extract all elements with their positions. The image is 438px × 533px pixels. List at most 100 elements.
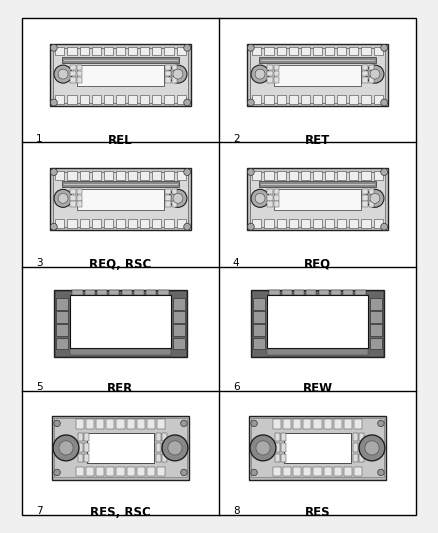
Bar — [152, 219, 162, 228]
Bar — [273, 201, 279, 207]
Bar — [253, 337, 265, 349]
Circle shape — [54, 189, 72, 207]
Bar — [172, 64, 177, 70]
Bar — [282, 290, 292, 295]
Bar — [140, 171, 149, 180]
Bar — [162, 433, 167, 441]
Bar — [104, 219, 113, 228]
Bar — [344, 419, 352, 429]
Bar — [77, 195, 82, 200]
Bar — [172, 71, 177, 76]
Bar — [67, 95, 77, 104]
Bar — [137, 467, 145, 477]
Bar — [77, 64, 82, 70]
Bar — [172, 195, 177, 200]
Bar — [362, 77, 368, 83]
Bar — [267, 201, 273, 207]
Bar — [276, 219, 286, 228]
Text: REQ, RSC: REQ, RSC — [89, 258, 152, 271]
Bar — [67, 46, 77, 55]
Bar — [127, 419, 135, 429]
Text: REL: REL — [108, 134, 133, 147]
Bar — [253, 298, 265, 310]
Bar — [62, 181, 179, 187]
Bar — [162, 454, 167, 462]
Bar — [152, 95, 162, 104]
Circle shape — [184, 223, 191, 230]
Bar — [92, 219, 101, 228]
Bar — [173, 325, 185, 336]
Circle shape — [168, 441, 182, 455]
Bar — [67, 219, 77, 228]
Bar — [253, 292, 382, 355]
Bar — [273, 195, 279, 200]
Bar — [110, 290, 120, 295]
Circle shape — [58, 69, 68, 79]
Bar — [117, 419, 125, 429]
Bar — [52, 416, 190, 480]
Bar — [104, 95, 113, 104]
Bar — [313, 171, 322, 180]
Bar — [55, 95, 64, 104]
Bar — [301, 46, 310, 55]
Bar — [283, 467, 291, 477]
Bar — [76, 419, 84, 429]
Bar — [56, 325, 68, 336]
Bar — [283, 419, 291, 429]
Bar — [92, 171, 101, 180]
Bar — [128, 171, 137, 180]
Circle shape — [251, 469, 257, 475]
Bar — [165, 171, 173, 180]
Circle shape — [378, 420, 384, 426]
Bar — [276, 171, 286, 180]
Circle shape — [184, 168, 191, 175]
Bar — [334, 419, 342, 429]
Bar — [276, 95, 286, 104]
Bar — [70, 77, 76, 83]
Circle shape — [381, 168, 388, 175]
Bar — [273, 71, 279, 76]
Circle shape — [54, 469, 60, 475]
Bar — [273, 77, 279, 83]
Bar — [77, 77, 82, 83]
Bar — [370, 337, 382, 349]
Bar — [294, 290, 304, 295]
Bar — [56, 292, 185, 355]
Bar — [325, 219, 334, 228]
Bar — [273, 64, 279, 70]
Bar — [165, 95, 173, 104]
Circle shape — [184, 99, 191, 106]
Bar — [251, 290, 385, 357]
Bar — [362, 195, 368, 200]
Bar — [265, 219, 273, 228]
Circle shape — [251, 420, 257, 426]
Circle shape — [251, 65, 269, 83]
Bar — [122, 290, 132, 295]
Bar — [80, 171, 88, 180]
Bar — [343, 290, 353, 295]
Bar — [157, 467, 165, 477]
Bar — [177, 171, 186, 180]
Bar — [140, 46, 149, 55]
Bar — [281, 433, 286, 441]
Bar — [267, 349, 368, 354]
Bar — [265, 95, 273, 104]
Bar — [70, 195, 76, 200]
Bar — [248, 416, 386, 480]
Bar — [86, 419, 94, 429]
Bar — [253, 325, 265, 336]
Bar — [85, 290, 95, 295]
Bar — [22, 18, 416, 515]
Bar — [359, 454, 364, 462]
Circle shape — [247, 44, 254, 51]
Bar — [157, 419, 165, 429]
Circle shape — [50, 44, 57, 51]
Bar — [252, 219, 261, 228]
Bar — [306, 290, 316, 295]
Bar — [313, 95, 322, 104]
Circle shape — [173, 69, 183, 79]
Bar — [165, 46, 173, 55]
Bar — [147, 419, 155, 429]
Bar — [80, 46, 88, 55]
Bar — [361, 46, 371, 55]
